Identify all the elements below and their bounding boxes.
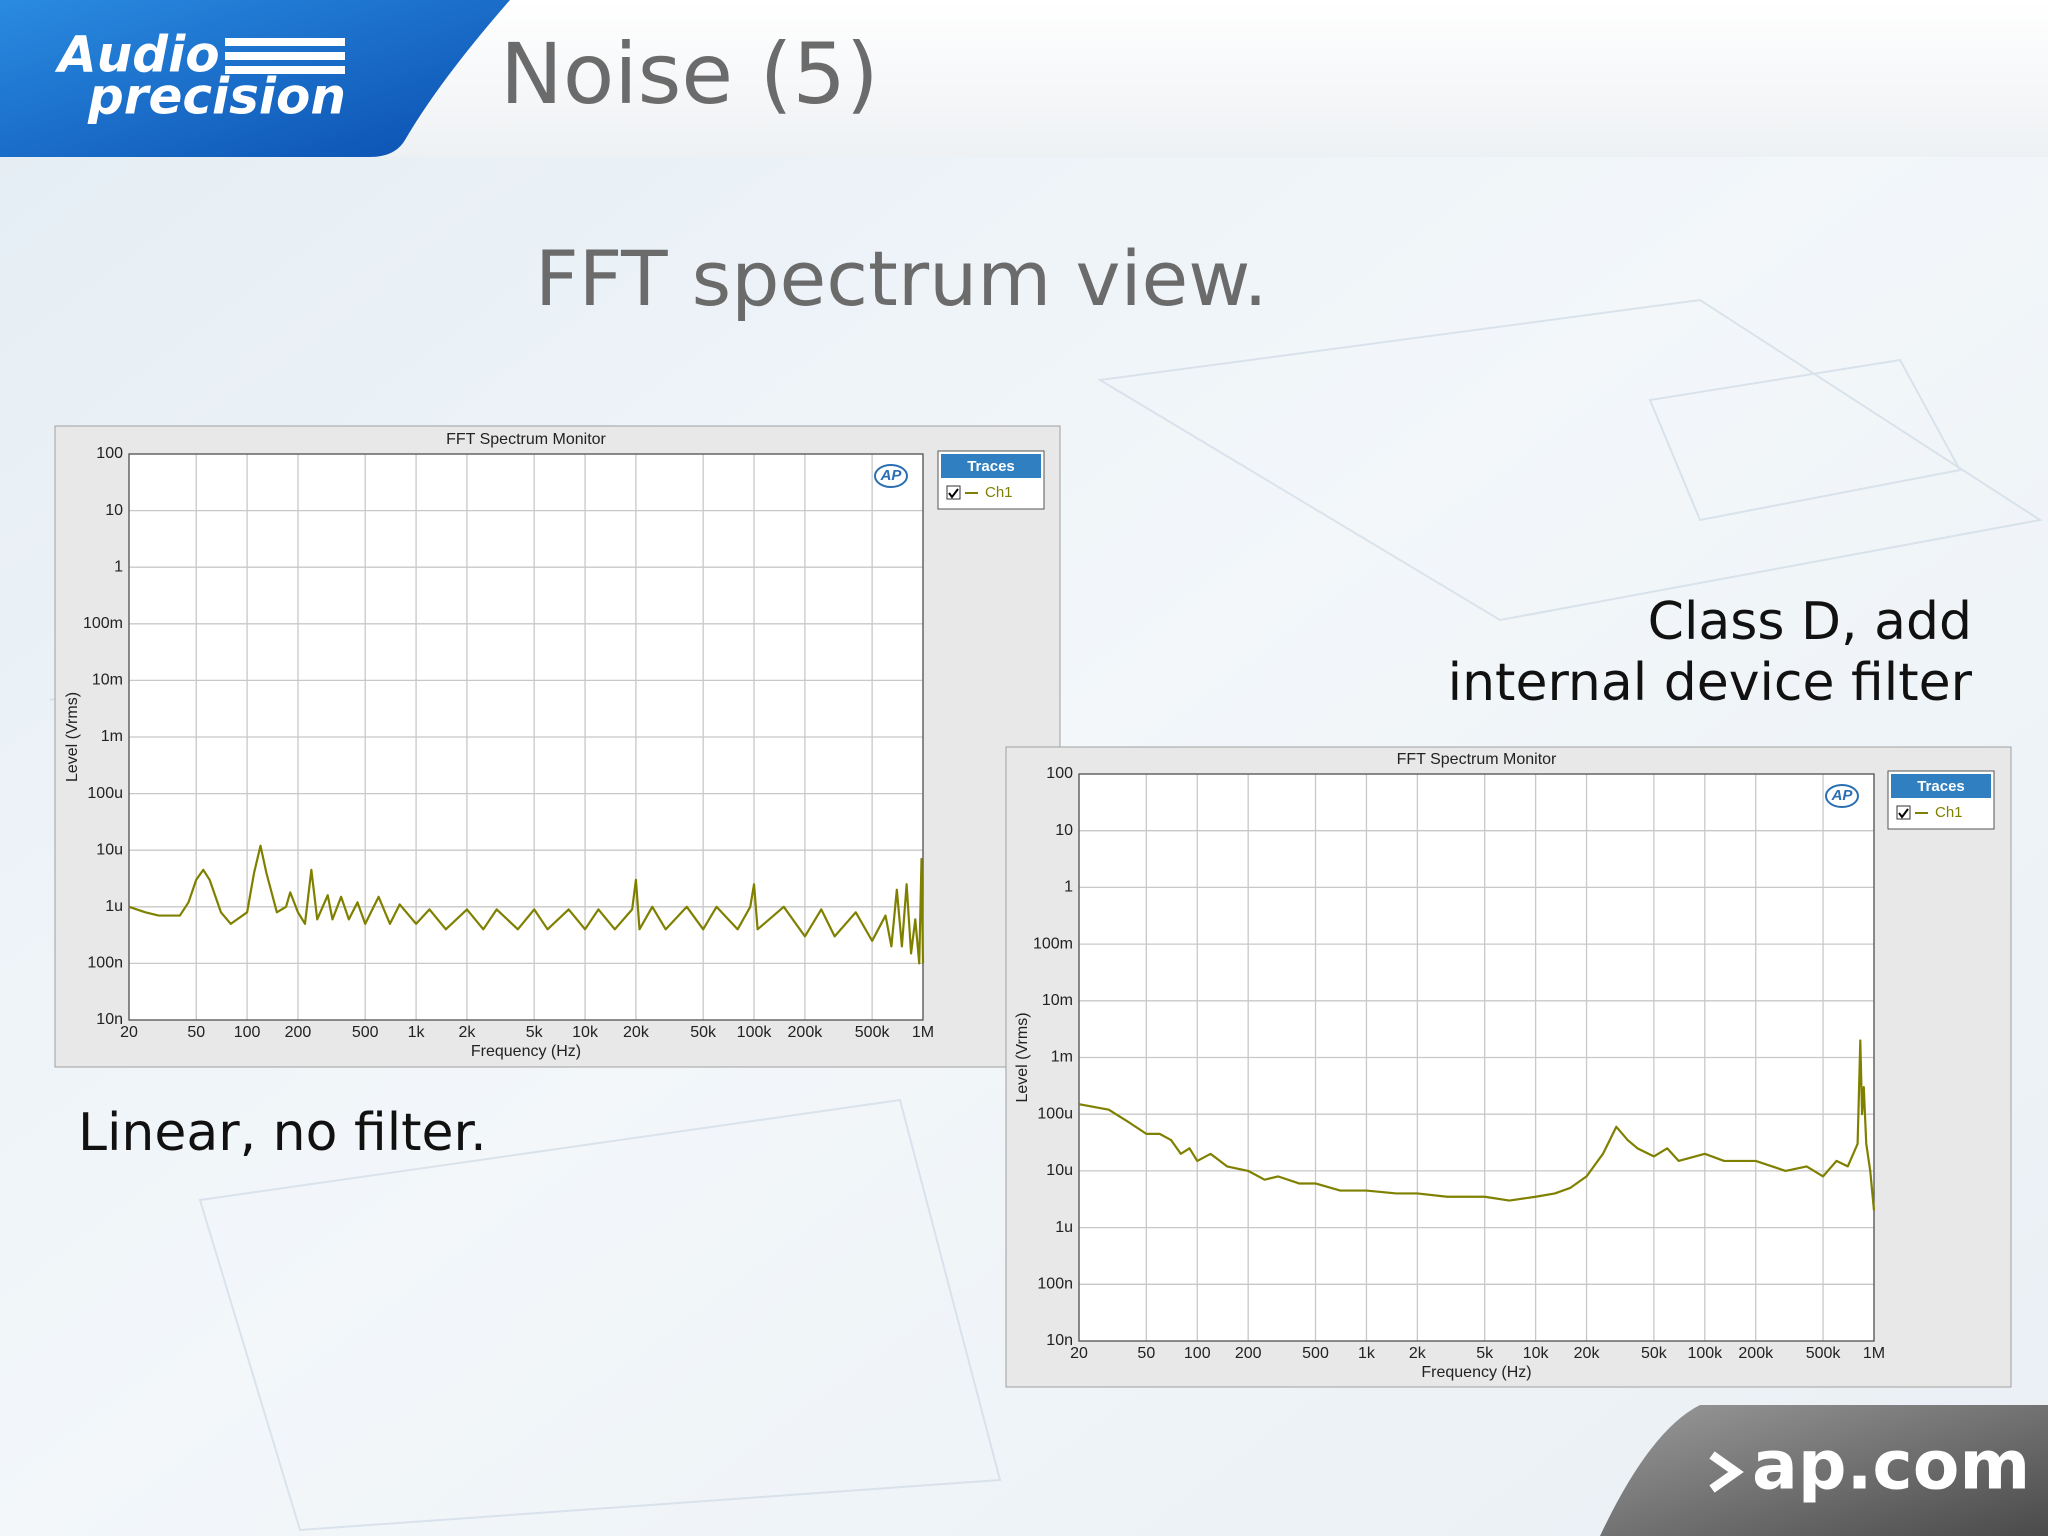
x-tick-label: 1k xyxy=(1358,1345,1376,1362)
x-tick-label: 1k xyxy=(408,1024,426,1041)
x-tick-label: 500k xyxy=(1806,1345,1842,1362)
x-tick-label: 200 xyxy=(1235,1345,1262,1362)
logo-text: Audio xyxy=(54,26,220,84)
y-tick-label: 10u xyxy=(1046,1162,1073,1179)
ap-badge-text: AP xyxy=(880,467,903,484)
ap-badge xyxy=(1825,784,1859,808)
x-tick-label: 50 xyxy=(1137,1345,1155,1362)
logo-text: precision xyxy=(87,68,346,126)
x-tick-label: 500 xyxy=(1302,1345,1329,1362)
y-tick-label: 10m xyxy=(1042,992,1073,1009)
footer-panel xyxy=(1600,1405,2048,1536)
y-axis-label: Level (Vrms) xyxy=(64,692,81,782)
x-tick-label: 20k xyxy=(1574,1345,1601,1362)
x-tick-label: 1M xyxy=(1863,1345,1885,1362)
y-tick-label: 10 xyxy=(1055,822,1073,839)
x-tick-label: 200k xyxy=(788,1024,824,1041)
x-tick-label: 50k xyxy=(690,1024,717,1041)
logo-panel xyxy=(0,0,510,157)
x-tick-label: 20 xyxy=(1070,1345,1088,1362)
y-tick-label: 10n xyxy=(96,1011,123,1028)
legend-label: Ch1 xyxy=(1935,804,1963,821)
chart-title: FFT Spectrum Monitor xyxy=(1397,751,1557,768)
x-tick-label: 2k xyxy=(458,1024,476,1041)
y-tick-label: 1m xyxy=(101,728,123,745)
plot-border xyxy=(128,453,924,1021)
x-tick-label: 500 xyxy=(352,1024,379,1041)
legend-header xyxy=(941,454,1041,478)
legend-checkbox xyxy=(946,485,961,500)
y-tick-label: 10m xyxy=(92,672,123,689)
chart: 20 50 100 200 500 1k 2k 5k 10k 20k 50k 100k 200k 500k… xyxy=(54,425,1061,1068)
y-tick-label: 1u xyxy=(1055,1219,1073,1236)
y-tick-label: 100m xyxy=(1033,935,1073,952)
y-tick-label: 1 xyxy=(114,558,123,575)
legend-header xyxy=(1891,774,1991,798)
y-tick-label: 100n xyxy=(87,955,123,972)
legend-checkbox xyxy=(1896,805,1911,820)
series-line xyxy=(128,844,925,965)
x-tick-label: 5k xyxy=(1476,1345,1494,1362)
charts: 20 50 100 200 500 1k 2k 5k 10k 20k 50k 100k 200k 500k… xyxy=(54,425,2012,1388)
x-tick-label: 50 xyxy=(187,1024,205,1041)
y-tick-label: 100u xyxy=(1037,1105,1073,1122)
x-tick-label: 5k xyxy=(526,1024,544,1041)
y-tick-label: 100m xyxy=(83,615,123,632)
x-tick-label: 2k xyxy=(1409,1345,1427,1362)
x-tick-label: 10k xyxy=(1523,1345,1550,1362)
series-line xyxy=(1078,1039,1876,1211)
chart: 20 50 100 200 500 1k 2k 5k 10k 20k 50k 100k 200k 500k… xyxy=(1005,746,2012,1388)
slide-title: Noise (5) xyxy=(500,25,879,123)
x-tick-label: 1M xyxy=(912,1024,934,1041)
ap-badge-text: AP xyxy=(1831,787,1854,804)
y-tick-label: 10n xyxy=(1046,1332,1073,1349)
caption: internal device filter xyxy=(1448,653,1973,713)
y-tick-label: 100 xyxy=(96,445,123,462)
x-tick-label: 100 xyxy=(234,1024,261,1041)
x-tick-label: 100 xyxy=(1184,1345,1211,1362)
caption: Linear, no filter. xyxy=(78,1103,487,1163)
footer-chevron xyxy=(1709,1451,1744,1493)
x-tick-label: 100k xyxy=(1687,1345,1723,1362)
chart-title: FFT Spectrum Monitor xyxy=(446,431,606,448)
caption: Class D, add xyxy=(1648,592,1972,652)
logo-bars xyxy=(225,38,345,74)
x-tick-label: 200 xyxy=(285,1024,312,1041)
y-tick-label: 100u xyxy=(87,785,123,802)
x-tick-label: 100k xyxy=(737,1024,773,1041)
legend-check xyxy=(948,488,959,499)
y-tick-label: 10 xyxy=(105,502,123,519)
y-tick-label: 1 xyxy=(1064,879,1073,896)
y-tick-label: 100 xyxy=(1046,765,1073,782)
legend-title: Traces xyxy=(967,458,1015,475)
x-tick-label: 50k xyxy=(1641,1345,1668,1362)
x-axis-label: Frequency (Hz) xyxy=(1421,1364,1531,1381)
plot-border xyxy=(1078,773,1875,1342)
x-tick-label: 500k xyxy=(855,1024,891,1041)
x-tick-label: 20k xyxy=(623,1024,650,1041)
x-tick-label: 10k xyxy=(572,1024,599,1041)
y-tick-label: 1u xyxy=(105,898,123,915)
legend-check xyxy=(1898,808,1909,819)
y-tick-label: 1m xyxy=(1051,1049,1073,1066)
y-tick-label: 100n xyxy=(1037,1276,1073,1293)
ap-badge xyxy=(874,464,908,488)
x-tick-label: 20 xyxy=(120,1024,138,1041)
x-axis-label: Frequency (Hz) xyxy=(471,1043,581,1060)
legend-label: Ch1 xyxy=(985,484,1013,501)
slide-subtitle: FFT spectrum view. xyxy=(535,234,1268,323)
y-axis-label: Level (Vrms) xyxy=(1014,1012,1031,1102)
x-tick-label: 200k xyxy=(1738,1345,1774,1362)
y-tick-label: 10u xyxy=(96,841,123,858)
footer-link[interactable]: ap.com xyxy=(1752,1427,2030,1506)
legend-title: Traces xyxy=(1917,778,1965,795)
